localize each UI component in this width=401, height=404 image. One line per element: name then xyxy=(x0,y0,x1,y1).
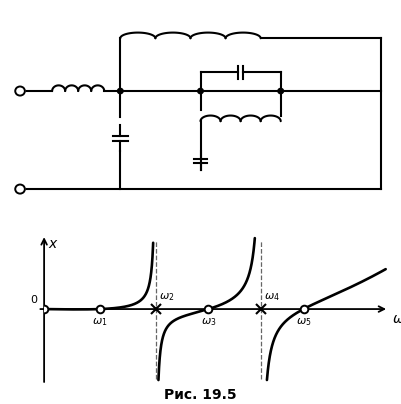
Circle shape xyxy=(15,185,25,194)
Circle shape xyxy=(15,86,25,96)
Text: $\omega_2$: $\omega_2$ xyxy=(159,291,174,303)
Text: $\omega_1$: $\omega_1$ xyxy=(92,316,108,328)
Text: $\omega_5$: $\omega_5$ xyxy=(296,316,311,328)
Circle shape xyxy=(117,88,123,94)
Circle shape xyxy=(278,88,284,94)
Text: $\omega_3$: $\omega_3$ xyxy=(200,316,216,328)
Circle shape xyxy=(198,88,203,94)
Text: $x$: $x$ xyxy=(48,237,59,251)
Text: $0$: $0$ xyxy=(30,293,38,305)
Text: $\omega$: $\omega$ xyxy=(392,311,401,326)
Text: $\omega_4$: $\omega_4$ xyxy=(264,291,280,303)
Text: Рис. 19.5: Рис. 19.5 xyxy=(164,388,237,402)
